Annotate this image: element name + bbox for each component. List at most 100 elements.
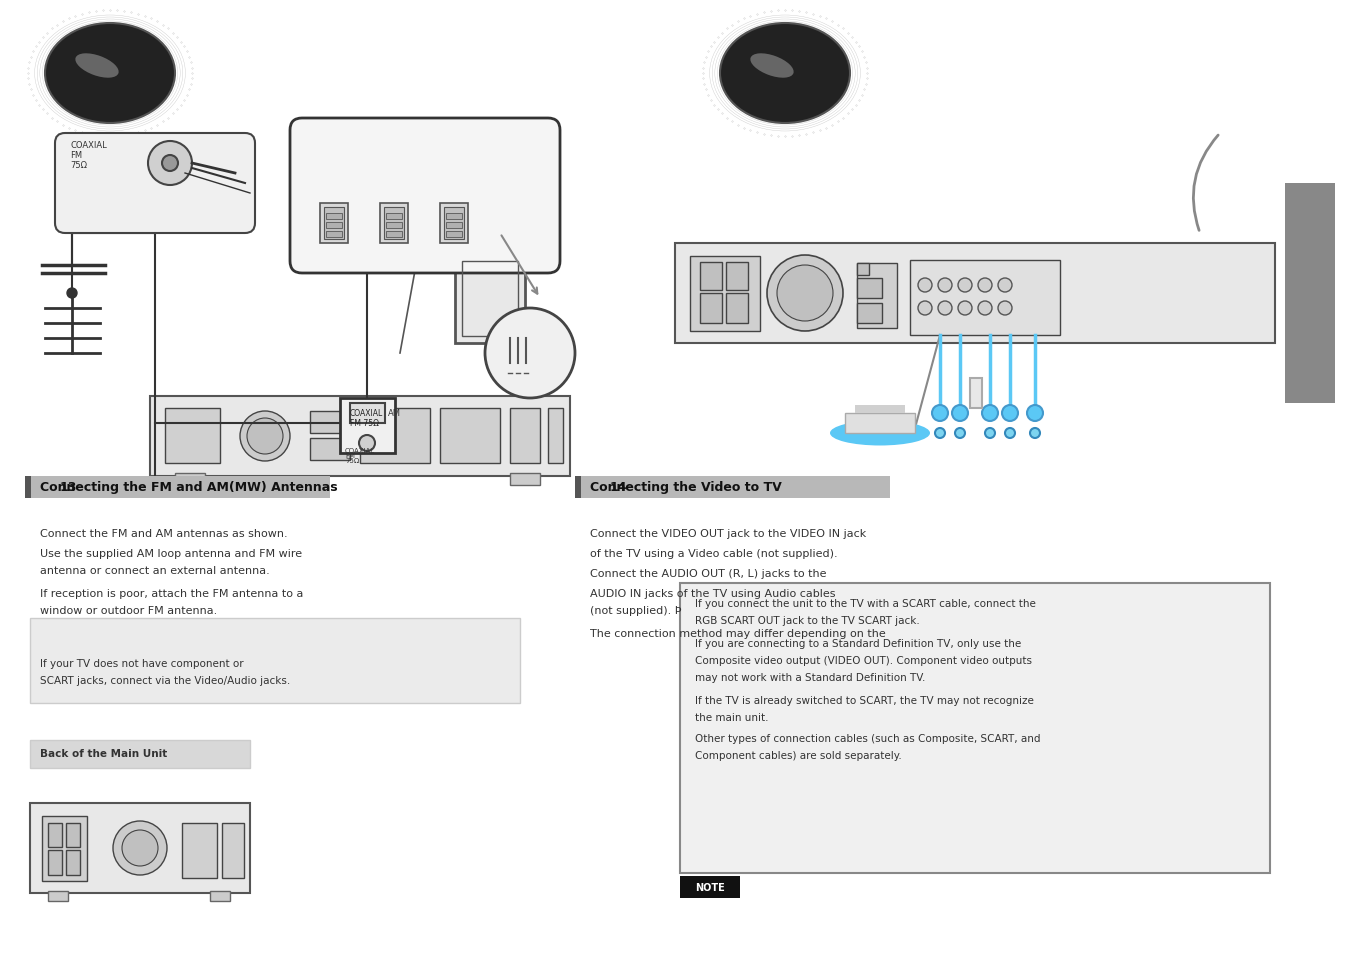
Text: Composite video output (VIDEO OUT). Component video outputs: Composite video output (VIDEO OUT). Comp… [694,656,1032,665]
Text: (not supplied). Þ: (not supplied). Þ [590,605,681,616]
Text: antenna or connect an external antenna.: antenna or connect an external antenna. [41,565,270,576]
Bar [549,409,563,463]
Ellipse shape [750,54,793,78]
Bar [176,474,205,485]
Text: COAXIAL: COAXIAL [350,409,384,418]
Circle shape [938,302,952,315]
Text: NOTE: NOTE [696,882,725,892]
Bar [857,264,869,275]
Circle shape [998,278,1012,293]
Bar [66,823,80,847]
Bar [509,409,540,463]
Bar [324,208,345,240]
Ellipse shape [830,421,929,446]
Circle shape [122,830,158,866]
Bar [209,891,230,901]
Bar [444,208,463,240]
Bar [326,232,342,237]
Text: AUDIO IN jacks of the TV using Audio cables: AUDIO IN jacks of the TV using Audio cab… [590,588,835,598]
Bar [700,263,721,291]
Bar [855,406,905,414]
Text: Other types of connection cables (such as Composite, SCART, and: Other types of connection cables (such a… [694,733,1040,743]
Text: AM: AM [388,409,401,418]
Text: COAXIAL: COAXIAL [70,141,107,151]
Circle shape [932,406,948,421]
Bar [30,618,520,703]
Circle shape [982,406,998,421]
Bar [844,414,915,434]
Text: RGB SCART OUT jack to the TV SCART jack.: RGB SCART OUT jack to the TV SCART jack. [694,616,920,625]
Bar [66,850,80,875]
Bar [222,823,245,878]
Bar [350,403,385,423]
Circle shape [917,302,932,315]
Bar [509,474,540,485]
Bar [386,213,403,220]
Text: If the TV is already switched to SCART, the TV may not recognize: If the TV is already switched to SCART, … [694,696,1034,705]
Bar [700,294,721,324]
Bar [440,409,500,463]
Ellipse shape [76,54,119,78]
Text: 14: 14 [611,481,627,494]
Circle shape [162,156,178,172]
Bar [49,850,62,875]
Bar [49,823,62,847]
Text: FM 75Ω: FM 75Ω [350,419,380,428]
Circle shape [247,418,282,455]
Text: If you are connecting to a Standard Definition TV, only use the: If you are connecting to a Standard Defi… [694,639,1021,648]
Bar [857,304,882,324]
Bar [30,803,250,893]
Bar [320,204,349,244]
Circle shape [978,278,992,293]
Text: If reception is poor, attach the FM antenna to a: If reception is poor, attach the FM ante… [41,588,304,598]
Text: The connection method may differ depending on the: The connection method may differ dependi… [590,628,886,639]
Bar [380,204,408,244]
Circle shape [240,412,290,461]
Circle shape [113,821,168,875]
Bar [857,264,897,329]
Bar [857,278,882,298]
Bar [182,823,218,878]
Circle shape [359,436,376,452]
Bar [42,816,86,882]
Ellipse shape [720,24,850,124]
Bar [725,294,748,324]
Text: SCART jacks, connect via the Video/Audio jacks.: SCART jacks, connect via the Video/Audio… [41,676,290,685]
Bar [49,891,68,901]
Bar [386,223,403,229]
Text: the main unit.: the main unit. [694,712,769,722]
Text: Component cables) are sold separately.: Component cables) are sold separately. [694,750,901,760]
Text: Back of the Main Unit: Back of the Main Unit [41,748,168,759]
Bar [165,409,220,463]
Text: may not work with a Standard Definition TV.: may not work with a Standard Definition … [694,672,925,682]
Text: window or outdoor FM antenna.: window or outdoor FM antenna. [41,605,218,616]
Circle shape [1005,429,1015,438]
Circle shape [1027,406,1043,421]
Bar [680,583,1270,873]
Circle shape [955,429,965,438]
Bar [690,256,761,332]
Bar [446,232,462,237]
Bar [1285,184,1335,403]
Bar [326,213,342,220]
Circle shape [998,302,1012,315]
Circle shape [958,302,971,315]
FancyBboxPatch shape [290,119,561,274]
Text: If you connect the unit to the TV with a SCART cable, connect the: If you connect the unit to the TV with a… [694,598,1036,608]
Circle shape [958,278,971,293]
Bar [26,476,31,498]
Bar [680,876,740,898]
Bar [340,398,394,454]
Circle shape [952,406,969,421]
Circle shape [978,302,992,315]
Bar [580,476,890,498]
Circle shape [1002,406,1019,421]
Bar [30,476,330,498]
Circle shape [149,142,192,186]
Text: FM: FM [345,453,355,458]
Bar [911,261,1061,335]
Bar [455,253,526,344]
Text: COAXIAL: COAXIAL [345,448,376,454]
Bar [462,262,517,336]
Text: If your TV does not have component or: If your TV does not have component or [41,659,243,668]
